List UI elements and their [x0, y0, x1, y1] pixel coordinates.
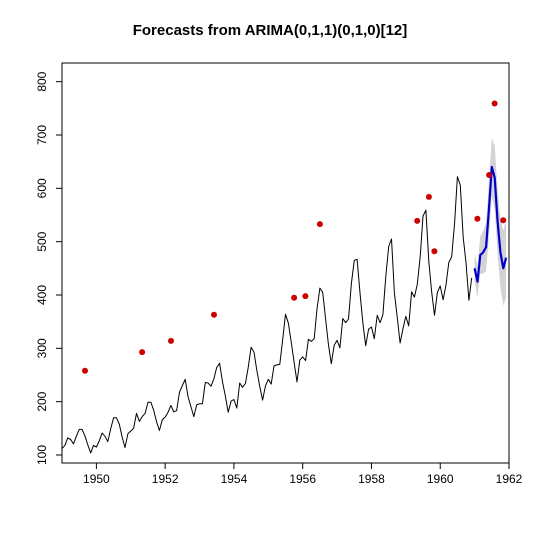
y-tick-label: 400: [35, 285, 49, 305]
outlier-point: [474, 215, 481, 222]
x-tick-label: 1956: [289, 472, 316, 486]
axes-layer: 1950 1952 1954 1956 1958 1960 1962 100 200 300 400…: [35, 71, 523, 486]
plot-box: [61, 62, 510, 464]
x-tick-label: 1950: [83, 472, 110, 486]
historical-series-line: [61, 176, 473, 454]
outlier-point: [486, 172, 493, 178]
series-line-layer: [61, 165, 508, 454]
outlier-point: [82, 367, 88, 374]
outlier-point: [414, 217, 421, 224]
outlier-point: [491, 100, 498, 107]
y-tick-label: 800: [35, 71, 49, 91]
x-tick-label: 1962: [496, 472, 523, 486]
y-tick-label: 300: [35, 338, 49, 358]
outlier-point: [168, 337, 174, 344]
outlier-point: [302, 293, 309, 300]
forecast-series-line: [473, 165, 508, 283]
outlier-point: [431, 248, 438, 255]
outlier-point: [316, 221, 323, 228]
x-tick-label: 1952: [152, 472, 179, 486]
x-tick-label: 1954: [221, 472, 248, 486]
x-tick-label: 1960: [427, 472, 454, 486]
forecast-interval-band: [474, 137, 507, 306]
y-tick-label: 500: [35, 231, 49, 251]
x-tick-label: 1958: [358, 472, 385, 486]
outlier-point: [139, 349, 146, 356]
y-tick-label: 600: [35, 178, 49, 198]
outlier-point: [211, 311, 217, 318]
outlier-point: [500, 217, 507, 224]
outlier-point-layer: [82, 100, 507, 374]
chart-title: Forecasts from ARIMA(0,1,1)(0,1,0)[12]: [132, 22, 408, 39]
y-tick-label: 200: [35, 391, 49, 411]
forecast-interval-layer: [474, 137, 507, 306]
outlier-point: [291, 294, 298, 301]
outlier-point: [425, 193, 432, 200]
y-tick-label: 100: [35, 445, 49, 465]
y-tick-label: 700: [35, 125, 49, 145]
